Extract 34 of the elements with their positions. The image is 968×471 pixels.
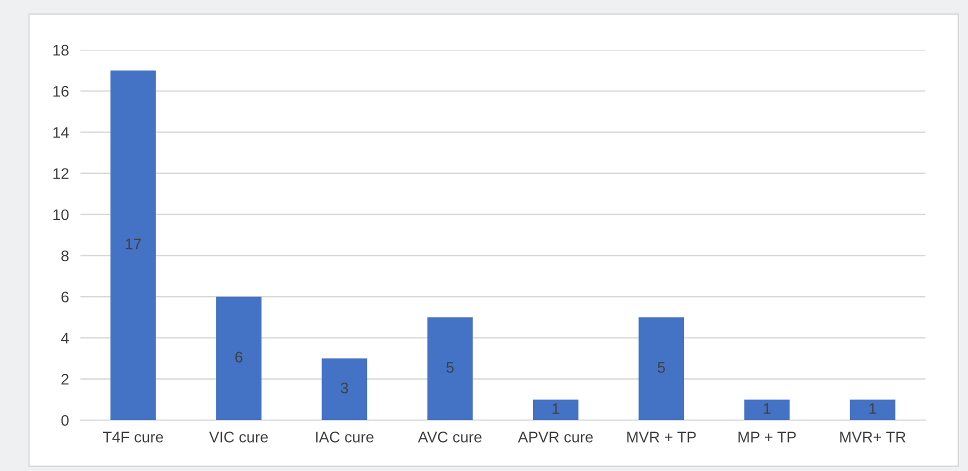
bar xyxy=(216,296,262,420)
data-label: 3 xyxy=(340,382,348,394)
bar xyxy=(532,400,578,420)
y-tick-label: 0 xyxy=(61,415,69,426)
y-tick-label: 2 xyxy=(62,374,68,385)
data-label: 6 xyxy=(235,352,242,363)
bar xyxy=(427,317,473,420)
x-tick-label: AVC cure xyxy=(418,432,482,442)
y-tick-label: 8 xyxy=(61,250,69,262)
x-tick-label: MVR+ TR xyxy=(840,432,906,442)
y-tick-label: 12 xyxy=(53,168,68,179)
bar xyxy=(850,400,896,420)
y-tick-label: 4 xyxy=(61,332,69,344)
data-label: 1 xyxy=(764,403,770,414)
x-tick-label: MP + TP xyxy=(738,432,796,442)
x-tick-label: MVR + TP xyxy=(627,432,696,442)
data-label: 17 xyxy=(126,238,141,250)
y-tick-label: 10 xyxy=(53,209,69,220)
bar xyxy=(638,317,684,420)
bar xyxy=(744,400,790,420)
x-tick-label: APVR cure xyxy=(518,432,593,442)
data-label: 1 xyxy=(552,403,560,414)
x-tick-label: IAC cure xyxy=(316,432,374,442)
y-tick-label: 14 xyxy=(53,127,69,138)
data-label: 1 xyxy=(870,403,876,414)
x-tick-label: T4F cure xyxy=(102,432,164,442)
bar xyxy=(322,358,368,420)
x-tick-label: VIC cure xyxy=(209,432,268,442)
bar xyxy=(110,70,156,420)
data-label: 5 xyxy=(658,362,665,373)
y-tick-label: 6 xyxy=(62,292,69,302)
y-tick-label: 18 xyxy=(53,44,69,56)
data-label: 5 xyxy=(446,362,454,373)
y-tick-label: 16 xyxy=(53,86,69,97)
